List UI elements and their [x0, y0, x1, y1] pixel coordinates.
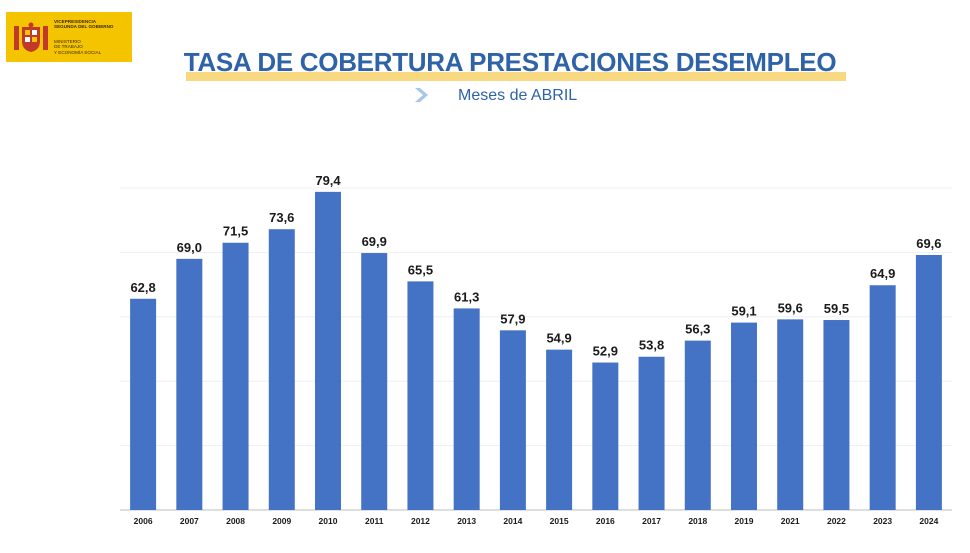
ministry-logo: VICEPRESIDENCIA SEGUNDA DEL GOBIERNO MIN… — [6, 12, 132, 62]
x-tick-2006: 2006 — [134, 516, 153, 526]
data-label-2018: 56,3 — [685, 322, 710, 337]
data-label-2017: 53,8 — [639, 338, 664, 353]
bar-2023 — [869, 285, 896, 510]
data-label-2012: 65,5 — [408, 262, 433, 277]
bar-2011 — [361, 253, 388, 510]
x-tick-2012: 2012 — [411, 516, 430, 526]
data-label-2019: 59,1 — [731, 304, 756, 319]
x-tick-2013: 2013 — [457, 516, 476, 526]
bar-2012 — [407, 281, 434, 510]
bar-2015 — [546, 349, 573, 510]
data-label-2013: 61,3 — [454, 289, 479, 304]
x-tick-2017: 2017 — [642, 516, 661, 526]
logo-text-vicepresidencia: VICEPRESIDENCIA SEGUNDA DEL GOBIERNO — [54, 19, 114, 30]
data-label-2008: 71,5 — [223, 224, 248, 239]
x-tick-2010: 2010 — [319, 516, 338, 526]
data-label-2024: 69,6 — [916, 236, 941, 251]
bar-2007 — [176, 258, 203, 510]
data-label-2011: 69,9 — [362, 234, 387, 249]
bar-2021 — [777, 319, 804, 510]
bar-2009 — [268, 229, 295, 510]
bar-2013 — [453, 308, 480, 510]
data-label-2023: 64,9 — [870, 266, 895, 281]
x-tick-2021: 2021 — [781, 516, 800, 526]
x-tick-2024: 2024 — [919, 516, 938, 526]
x-tick-2018: 2018 — [688, 516, 707, 526]
x-tick-2014: 2014 — [503, 516, 522, 526]
chart-subtitle: Meses de ABRIL — [458, 87, 578, 104]
bar-2024 — [915, 254, 942, 510]
data-label-2009: 73,6 — [269, 210, 294, 225]
x-tick-2008: 2008 — [226, 516, 245, 526]
data-label-2007: 69,0 — [177, 240, 202, 255]
bar-2022 — [823, 320, 850, 510]
x-tick-2022: 2022 — [827, 516, 846, 526]
chevron-right-icon — [415, 88, 428, 102]
x-tick-2019: 2019 — [735, 516, 754, 526]
x-tick-2016: 2016 — [596, 516, 615, 526]
data-label-2006: 62,8 — [130, 280, 155, 295]
title-highlight — [186, 72, 846, 81]
x-tick-2023: 2023 — [873, 516, 892, 526]
logo-text-ministerio: MINISTERIO DE TRABAJO Y ECONOMÍA SOCIAL — [54, 39, 102, 55]
coat-of-arms-icon — [14, 22, 48, 52]
bar-2017 — [638, 356, 665, 510]
data-label-2014: 57,9 — [500, 311, 525, 326]
x-tick-2007: 2007 — [180, 516, 199, 526]
bar-2008 — [222, 242, 249, 511]
data-label-2010: 79,4 — [315, 173, 341, 188]
bar-2019 — [731, 322, 757, 510]
bar-2010 — [315, 191, 341, 510]
page-title: TASA DE COBERTURA PRESTACIONES DESEMPLEO — [183, 47, 837, 77]
data-label-2016: 52,9 — [593, 344, 618, 359]
data-label-2015: 54,9 — [546, 331, 571, 346]
x-tick-2009: 2009 — [272, 516, 291, 526]
bar-2014 — [499, 330, 526, 510]
data-label-2021: 59,6 — [778, 300, 803, 315]
x-tick-2011: 2011 — [365, 516, 384, 526]
bar-2018 — [684, 340, 711, 510]
data-label-2022: 59,5 — [824, 301, 849, 316]
bar-2016 — [592, 362, 619, 510]
x-tick-2015: 2015 — [550, 516, 569, 526]
bar-2006 — [130, 298, 157, 510]
